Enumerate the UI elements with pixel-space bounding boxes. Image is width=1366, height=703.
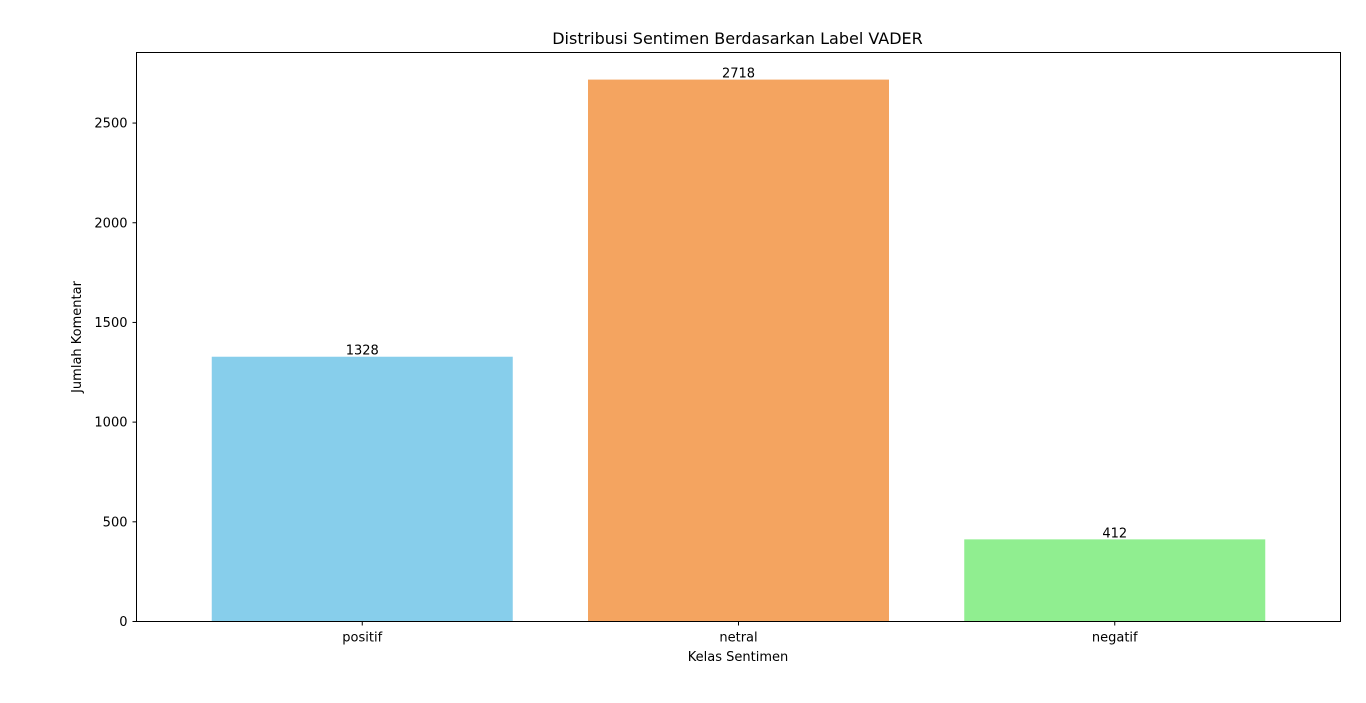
y-tick-label-1500: 1500 [94, 316, 127, 331]
bar-positif [211, 356, 513, 622]
bar-negatif [964, 539, 1266, 622]
x-tick-label-positif: positif [342, 631, 382, 646]
chart-title: Distribusi Sentimen Berdasarkan Label VA… [552, 29, 923, 48]
x-tick-label-negatif: negatif [1092, 631, 1138, 646]
bars-layer [211, 79, 1266, 622]
data-labels: 1328 2718 412 [346, 67, 1127, 542]
data-label-positif: 1328 [346, 344, 379, 359]
data-label-netral: 2718 [722, 67, 755, 82]
x-axis-label: Kelas Sentimen [688, 650, 788, 665]
data-label-negatif: 412 [1102, 526, 1127, 541]
y-axis-label: Jumlah Komentar [70, 280, 85, 393]
y-tick-label-500: 500 [103, 515, 128, 530]
y-axis: 0 500 1000 1500 2000 2500 [94, 117, 137, 630]
y-tick-label-1000: 1000 [94, 416, 127, 431]
plot-frame [136, 52, 1341, 622]
x-axis: positif netral negatif [342, 621, 1138, 646]
y-tick-label-2500: 2500 [94, 117, 127, 132]
bar-netral [588, 79, 889, 622]
x-tick-label-netral: netral [719, 631, 757, 646]
y-tick-label-0: 0 [119, 615, 127, 630]
y-tick-label-2000: 2000 [94, 216, 127, 231]
